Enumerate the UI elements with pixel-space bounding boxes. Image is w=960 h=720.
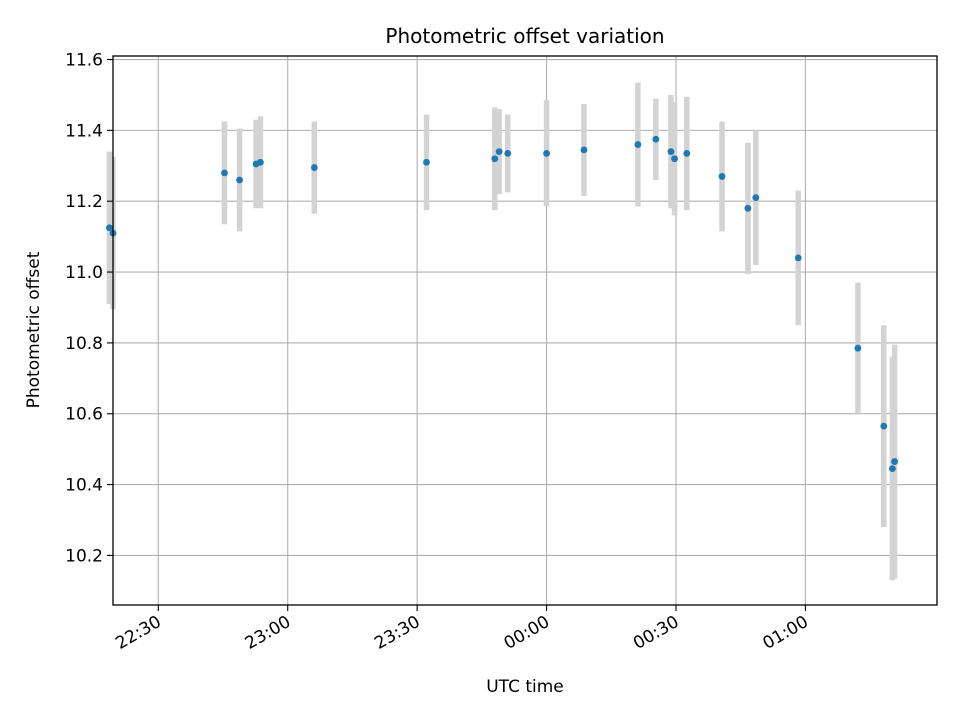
data-point <box>543 150 550 157</box>
y-tick-label: 10.6 <box>65 405 103 425</box>
y-tick-label: 11.2 <box>65 192 103 212</box>
data-point <box>683 150 691 157</box>
x-axis-label: UTC time <box>486 677 564 697</box>
data-point <box>891 458 898 465</box>
data-point <box>256 158 264 166</box>
y-axis-label: Photometric offset <box>24 251 44 408</box>
data-point <box>744 204 752 212</box>
data-point <box>794 254 802 262</box>
data-point <box>504 150 512 157</box>
y-tick-label: 10.8 <box>65 334 103 354</box>
y-tick-label: 11.4 <box>65 121 103 141</box>
data-point <box>495 148 503 156</box>
y-tick-label: 11.6 <box>65 51 103 71</box>
data-point <box>106 224 113 232</box>
data-point <box>671 155 678 163</box>
data-point <box>423 158 430 166</box>
chart-title: Photometric offset variation <box>385 24 664 48</box>
data-point <box>634 141 642 148</box>
data-point <box>880 422 888 430</box>
data-point <box>752 194 760 202</box>
y-tick-label: 10.4 <box>65 476 103 496</box>
data-point <box>889 465 896 473</box>
data-point <box>310 164 318 171</box>
data-point <box>580 146 588 154</box>
data-point <box>236 176 243 184</box>
data-point <box>491 155 499 163</box>
data-point <box>718 173 726 180</box>
data-point <box>221 169 228 177</box>
data-point <box>652 135 660 143</box>
data-point <box>667 148 675 156</box>
y-tick-label: 10.2 <box>65 546 103 566</box>
y-axis-ticks: 10.2 10.4 10.6 10.8 11.0 11.2 11.4 11.6 <box>65 51 113 566</box>
data-point <box>854 344 862 352</box>
plot-area-frame <box>112 55 938 606</box>
y-tick-label: 11.0 <box>65 263 103 283</box>
data-points <box>106 135 898 473</box>
